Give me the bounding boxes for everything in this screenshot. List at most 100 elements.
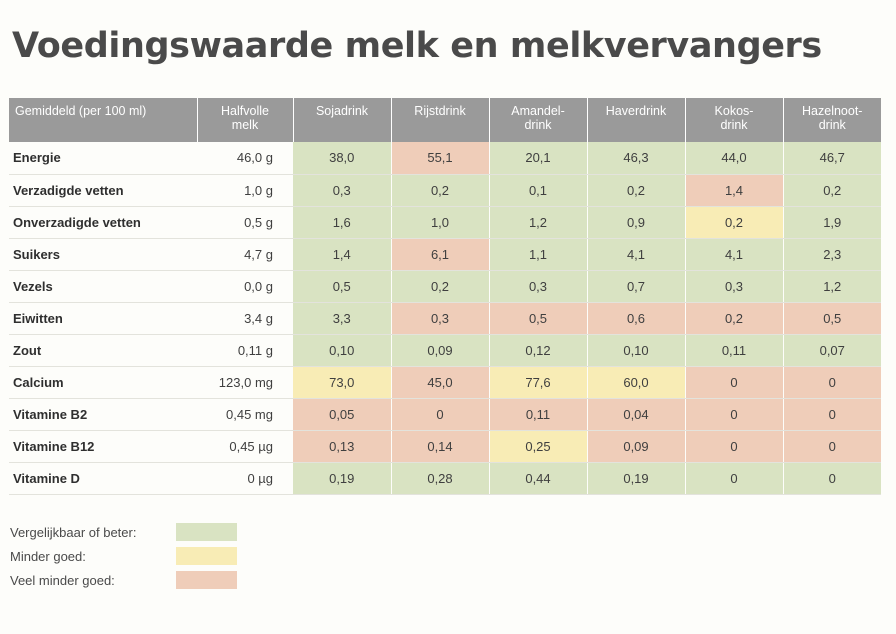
drink-value-green: 0,1 <box>489 174 588 207</box>
drink-value-green: 0,2 <box>391 174 490 207</box>
milk-value: 0,5 g <box>197 206 293 239</box>
drink-value-yellow: 60,0 <box>587 366 686 399</box>
nutrient-name: Onverzadigde vetten <box>9 206 197 239</box>
nutrient-name: Calcium <box>9 366 197 399</box>
drink-value-green: 0,10 <box>587 334 686 367</box>
legend-item: Veel minder goed: <box>10 571 237 589</box>
header-label: Gemiddeld (per 100 ml) <box>9 98 198 142</box>
header-drink: Amandel-drink <box>489 98 588 142</box>
drink-value-green: 0,2 <box>783 174 881 207</box>
header-milk: Halfvolle melk <box>197 98 294 142</box>
table-row: Vezels 0,0 g 0,5 0,2 0,3 0,7 0,3 1,2 <box>9 270 881 303</box>
milk-value: 0,45 µg <box>197 430 293 463</box>
milk-value: 123,0 mg <box>197 366 293 399</box>
drink-value-yellow: 77,6 <box>489 366 588 399</box>
milk-value: 4,7 g <box>197 238 293 271</box>
table-row: Energie 46,0 g 38,0 55,1 20,1 46,3 44,0 46,7 <box>9 142 881 175</box>
legend-item: Minder goed: <box>10 547 237 565</box>
drink-value-green: 0,3 <box>685 270 784 303</box>
drink-value-green: 0,5 <box>293 270 392 303</box>
header-drink: Hazelnoot-drink <box>783 98 881 142</box>
drink-value-green: 0,09 <box>391 334 490 367</box>
milk-value: 0 µg <box>197 462 293 495</box>
drink-value-red: 0 <box>685 366 784 399</box>
drink-value-red: 0,11 <box>489 398 588 431</box>
drink-value-green: 0,2 <box>391 270 490 303</box>
header-drink: Rijstdrink <box>391 98 490 142</box>
drink-value-red: 0,3 <box>391 302 490 335</box>
drink-value-green: 0,7 <box>587 270 686 303</box>
drink-value-green: 38,0 <box>293 142 392 175</box>
legend-label: Vergelijkbaar of beter: <box>10 524 137 540</box>
table-row: Suikers 4,7 g 1,4 6,1 1,1 4,1 4,1 2,3 <box>9 238 881 271</box>
drink-value-red: 0 <box>783 366 881 399</box>
drink-value-green: 4,1 <box>587 238 686 271</box>
drink-value-red: 0 <box>685 430 784 463</box>
drink-value-green: 46,3 <box>587 142 686 175</box>
header-drink: Sojadrink <box>293 98 392 142</box>
nutrient-name: Eiwitten <box>9 302 197 335</box>
header-drink: Haverdrink <box>587 98 686 142</box>
nutrition-table: Gemiddeld (per 100 ml) Halfvolle melk Soj… <box>9 98 881 495</box>
drink-value-green: 0,19 <box>587 462 686 495</box>
drink-value-red: 0 <box>685 398 784 431</box>
drink-value-red: 0,04 <box>587 398 686 431</box>
milk-value: 46,0 g <box>197 142 293 175</box>
legend-item: Vergelijkbaar of beter: <box>10 523 237 541</box>
nutrient-name: Verzadigde vetten <box>9 174 197 207</box>
drink-value-green: 4,1 <box>685 238 784 271</box>
table-row: Onverzadigde vetten 0,5 g 1,6 1,0 1,2 0,9 0,2 1… <box>9 206 881 239</box>
drink-value-green: 1,2 <box>783 270 881 303</box>
drink-value-red: 0,6 <box>587 302 686 335</box>
nutrient-name: Vezels <box>9 270 197 303</box>
drink-value-red: 0,09 <box>587 430 686 463</box>
legend-swatch-green <box>176 523 237 541</box>
drink-value-green: 0,44 <box>489 462 588 495</box>
nutrient-name: Vitamine D <box>9 462 197 495</box>
drink-value-green: 44,0 <box>685 142 784 175</box>
drink-value-green: 0,9 <box>587 206 686 239</box>
drink-value-red: 0 <box>391 398 490 431</box>
milk-value: 0,0 g <box>197 270 293 303</box>
drink-value-green: 0 <box>783 462 881 495</box>
drink-value-green: 46,7 <box>783 142 881 175</box>
table-body: Energie 46,0 g 38,0 55,1 20,1 46,3 44,0 46,7 Ver… <box>9 142 881 495</box>
drink-value-red: 0,5 <box>489 302 588 335</box>
table-header-row: Gemiddeld (per 100 ml) Halfvolle melk Soj… <box>9 98 881 142</box>
drink-value-green: 3,3 <box>293 302 392 335</box>
nutrient-name: Vitamine B12 <box>9 430 197 463</box>
drink-value-green: 0,2 <box>587 174 686 207</box>
drink-value-red: 0,14 <box>391 430 490 463</box>
table-row: Calcium 123,0 mg 73,0 45,0 77,6 60,0 0 0 <box>9 366 881 399</box>
drink-value-green: 0,3 <box>489 270 588 303</box>
milk-value: 3,4 g <box>197 302 293 335</box>
header-drink: Kokos-drink <box>685 98 784 142</box>
nutrient-name: Vitamine B2 <box>9 398 197 431</box>
drink-value-green: 0,12 <box>489 334 588 367</box>
drink-value-green: 0,3 <box>293 174 392 207</box>
drink-value-green: 1,2 <box>489 206 588 239</box>
drink-value-green: 0,28 <box>391 462 490 495</box>
drink-value-green: 1,0 <box>391 206 490 239</box>
drink-value-red: 0 <box>783 430 881 463</box>
drink-value-green: 2,3 <box>783 238 881 271</box>
legend-label: Veel minder goed: <box>10 572 115 588</box>
drink-value-green: 1,4 <box>293 238 392 271</box>
milk-value: 0,11 g <box>197 334 293 367</box>
drink-value-red: 45,0 <box>391 366 490 399</box>
drink-value-green: 0,11 <box>685 334 784 367</box>
drink-value-green: 1,1 <box>489 238 588 271</box>
legend-label: Minder goed: <box>10 548 86 564</box>
milk-value: 0,45 mg <box>197 398 293 431</box>
drink-value-green: 0 <box>685 462 784 495</box>
drink-value-red: 6,1 <box>391 238 490 271</box>
table-row: Verzadigde vetten 1,0 g 0,3 0,2 0,1 0,2 1,4 0,2 <box>9 174 881 207</box>
nutrient-name: Suikers <box>9 238 197 271</box>
drink-value-green: 20,1 <box>489 142 588 175</box>
drink-value-red: 0,2 <box>685 302 784 335</box>
table-row: Vitamine B12 0,45 µg 0,13 0,14 0,25 0,09 0 0 <box>9 430 881 463</box>
drink-value-yellow: 0,25 <box>489 430 588 463</box>
drink-value-red: 0,13 <box>293 430 392 463</box>
milk-value: 1,0 g <box>197 174 293 207</box>
